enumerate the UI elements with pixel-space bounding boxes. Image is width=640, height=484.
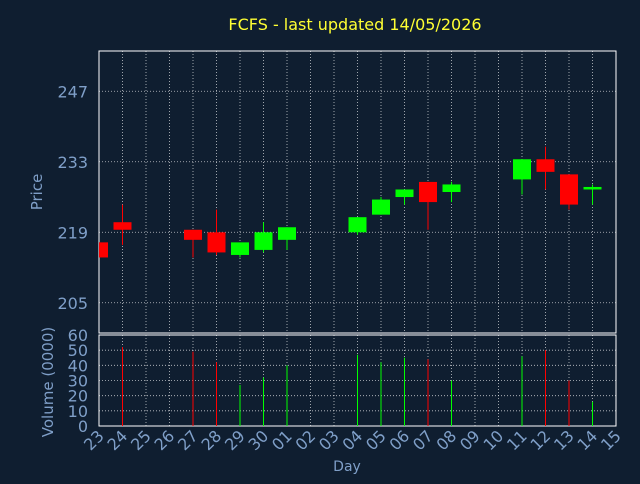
price-tick-label: 247 bbox=[57, 82, 88, 101]
candle-body bbox=[184, 229, 202, 240]
candle-body bbox=[372, 199, 390, 215]
candle-body bbox=[254, 232, 273, 250]
candle-body bbox=[231, 242, 249, 255]
candle-body bbox=[560, 174, 578, 205]
chart-title: FCFS - last updated 14/05/2026 bbox=[228, 15, 481, 34]
price-tick-label: 219 bbox=[57, 223, 88, 242]
volume-tick-label: 40 bbox=[68, 356, 88, 375]
candle-body bbox=[513, 159, 531, 180]
candle-body bbox=[395, 189, 414, 198]
candle-body bbox=[583, 186, 602, 190]
x-tick-labels: 2324252627282930010203040506070809101112… bbox=[80, 426, 625, 454]
price-panel: 205 219 233 247 bbox=[57, 50, 617, 334]
x-tick-label: 15 bbox=[597, 426, 625, 454]
candles-group bbox=[99, 146, 602, 258]
volume-tick-label: 0 bbox=[78, 417, 88, 436]
price-tick-label: 205 bbox=[57, 294, 88, 313]
candle-body bbox=[113, 222, 132, 230]
candle-body bbox=[442, 184, 461, 192]
candle-body bbox=[99, 242, 108, 258]
volume-tick-label: 30 bbox=[68, 372, 88, 391]
volume-tick-label: 10 bbox=[68, 402, 88, 421]
volume-axis-label: Volume (0000) bbox=[39, 327, 57, 437]
volume-tick-label: 60 bbox=[68, 326, 88, 345]
candle-body bbox=[348, 217, 367, 233]
candle-body bbox=[419, 181, 437, 203]
volume-tick-label: 50 bbox=[68, 341, 88, 360]
volume-tick-label: 20 bbox=[68, 387, 88, 406]
candle-body bbox=[207, 232, 226, 253]
price-axis-label: Price bbox=[28, 174, 46, 211]
x-axis-label: Day bbox=[333, 459, 361, 475]
price-tick-label: 233 bbox=[57, 153, 88, 172]
candle-body bbox=[536, 159, 555, 172]
candle-body bbox=[278, 227, 296, 240]
